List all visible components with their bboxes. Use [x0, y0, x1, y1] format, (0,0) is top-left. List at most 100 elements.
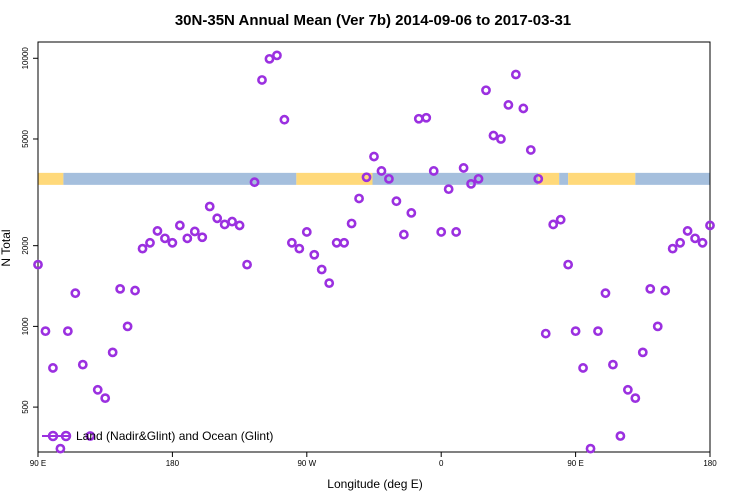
data-point — [458, 163, 469, 173]
data-point — [466, 178, 476, 189]
data-point — [62, 326, 73, 337]
strip-segment-5 — [559, 172, 569, 185]
data-point — [578, 363, 588, 373]
data-point — [563, 259, 574, 270]
data-point — [331, 237, 342, 248]
data-point — [242, 259, 252, 270]
data-point — [473, 173, 484, 184]
data-point — [555, 214, 566, 225]
data-point — [600, 288, 611, 299]
legend-label: Land (Nadir&Glint) and Ocean (Glint) — [76, 429, 273, 443]
data-point — [55, 443, 66, 454]
data-point — [301, 227, 312, 237]
strip-segment-4 — [538, 172, 560, 185]
data-point — [107, 347, 118, 358]
data-point — [593, 326, 603, 337]
data-point — [660, 285, 671, 296]
data-point — [488, 130, 499, 141]
y-tick-label: 1000 — [21, 317, 30, 335]
data-point — [540, 328, 551, 339]
x-tick-label: 90 E — [567, 459, 583, 468]
data-point — [197, 232, 208, 243]
x-tick-label: 0 — [439, 459, 444, 468]
data-point — [421, 112, 432, 123]
data-point — [503, 100, 514, 110]
data-point — [182, 233, 193, 244]
data-point — [249, 177, 260, 188]
data-point — [443, 184, 454, 195]
data-point — [316, 264, 327, 275]
legend-marker-left — [47, 430, 59, 442]
strip-segment-7 — [635, 172, 710, 185]
data-point — [585, 443, 596, 454]
data-point — [510, 69, 521, 80]
data-point — [294, 243, 305, 254]
x-axis-label: Longitude (deg E) — [327, 477, 422, 491]
data-point — [204, 201, 215, 212]
data-point — [645, 283, 656, 294]
data-point — [690, 233, 700, 244]
data-point — [212, 213, 223, 224]
data-point — [40, 326, 51, 337]
data-point — [48, 363, 58, 373]
data-point — [533, 173, 544, 184]
data-point — [570, 326, 581, 337]
x-tick-label: 90 W — [297, 459, 316, 468]
data-point — [496, 134, 506, 144]
strip-segment-0 — [38, 172, 64, 185]
data-point — [637, 347, 648, 358]
y-tick-label: 500 — [21, 400, 30, 414]
data-point — [548, 219, 559, 230]
strip-segment-3 — [372, 172, 539, 185]
data-point — [264, 53, 275, 64]
data-point — [174, 220, 185, 231]
data-point — [324, 278, 335, 289]
data-point — [272, 50, 282, 61]
y-axis-label: N Total — [0, 229, 13, 266]
y-tick-label: 10000 — [21, 47, 30, 70]
y-tick-label: 5000 — [21, 130, 30, 148]
data-point — [339, 237, 350, 248]
data-point — [615, 431, 626, 441]
data-point — [398, 229, 409, 240]
data-point — [33, 259, 43, 270]
legend: Land (Nadir&Glint) and Ocean (Glint) — [42, 429, 273, 443]
data-point — [608, 359, 618, 370]
axes: 90 E 180 90 W 0 90 E 180 500 1000 2000 5000 10000 — [21, 41, 717, 468]
data-point — [77, 359, 88, 370]
data-point — [219, 219, 230, 230]
strip-segment-2 — [296, 172, 373, 185]
data-point — [130, 285, 140, 296]
data-points — [33, 50, 715, 454]
data-point — [667, 243, 678, 254]
data-point — [682, 226, 693, 236]
data-point — [384, 173, 394, 184]
data-point — [145, 237, 155, 248]
legend-marker-right — [60, 430, 72, 442]
data-point — [428, 166, 439, 176]
chart-title: 30N-35N Annual Mean (Ver 7b) 2014-09-06 … — [175, 12, 571, 29]
data-point — [167, 237, 178, 248]
data-point — [652, 321, 663, 332]
data-point — [481, 85, 491, 96]
data-point — [675, 237, 686, 248]
data-point — [525, 145, 536, 155]
plot-frame — [37, 41, 711, 453]
surface-strip — [38, 172, 710, 185]
data-point — [100, 393, 111, 404]
data-point — [122, 321, 133, 332]
data-point — [391, 196, 402, 207]
data-point — [376, 166, 387, 176]
data-point — [361, 172, 372, 183]
data-point — [115, 283, 126, 294]
data-point — [160, 233, 170, 244]
data-point — [257, 75, 267, 85]
data-point — [451, 227, 462, 237]
data-point — [227, 216, 238, 227]
x-tick-label: 90 E — [30, 459, 46, 468]
data-point — [705, 220, 715, 231]
data-point — [630, 393, 641, 404]
strip-segment-6 — [568, 172, 636, 185]
data-point — [92, 384, 103, 395]
